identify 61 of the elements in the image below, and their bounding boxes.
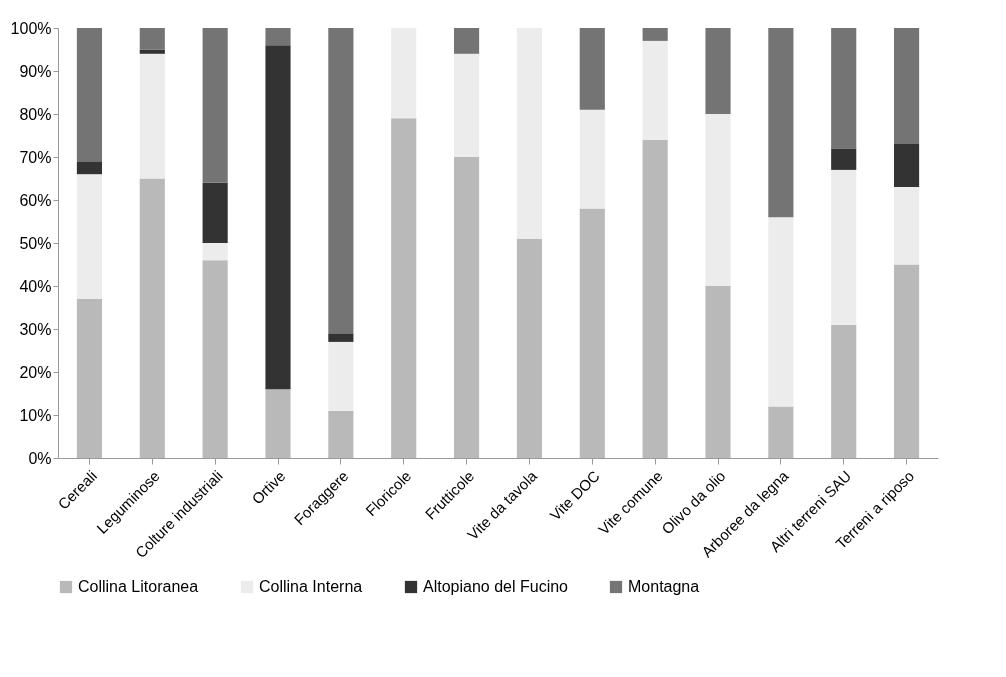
bar [579, 208, 605, 458]
bar [76, 174, 102, 299]
bar [831, 169, 857, 325]
bar [454, 157, 480, 458]
bar [705, 114, 731, 286]
bar [76, 161, 102, 175]
bar [202, 182, 228, 243]
bar [705, 28, 731, 114]
bar [265, 389, 291, 458]
y-tick-label: 100% [10, 19, 52, 37]
bar [831, 324, 857, 458]
bar [768, 217, 794, 407]
bar [894, 264, 920, 458]
bar [202, 243, 228, 261]
bar [894, 28, 920, 145]
bar [516, 238, 542, 458]
bar [391, 118, 417, 458]
bar [642, 28, 668, 41]
y-tick-label: 0% [28, 449, 52, 467]
y-tick-label: 10% [19, 406, 52, 424]
y-tick-label: 70% [19, 148, 52, 166]
legend-label: Montagna [628, 578, 700, 595]
bar [76, 298, 102, 458]
legend-label: Altopiano del Fucino [423, 578, 569, 595]
bar [705, 286, 731, 458]
bar [894, 144, 920, 188]
bar [265, 28, 291, 46]
bar [831, 28, 857, 149]
bar [328, 28, 354, 334]
y-tick-label: 90% [19, 62, 52, 80]
bar [642, 139, 668, 458]
bar [391, 28, 417, 119]
bar [831, 148, 857, 170]
y-tick-label: 60% [19, 191, 52, 209]
bar [328, 410, 354, 458]
bar [768, 28, 794, 218]
bar [328, 341, 354, 411]
bar [454, 53, 480, 157]
bar [139, 178, 165, 458]
bar [202, 28, 228, 183]
bar [579, 109, 605, 209]
y-tick-label: 80% [19, 105, 52, 123]
bar [139, 49, 165, 54]
bar [894, 187, 920, 265]
bar [642, 40, 668, 140]
bar [202, 260, 228, 458]
bar [328, 333, 354, 342]
y-tick-label: 40% [19, 277, 52, 295]
bar [454, 28, 480, 54]
bar [768, 406, 794, 458]
y-tick-label: 20% [19, 363, 52, 381]
legend-label: Collina Interna [259, 578, 363, 595]
bar [139, 28, 165, 50]
legend-label: Collina Litoranea [78, 578, 199, 595]
y-tick-label: 30% [19, 320, 52, 338]
y-tick-label: 50% [19, 234, 52, 252]
bar [516, 28, 542, 239]
bar [139, 53, 165, 179]
bar [265, 45, 291, 390]
bar [579, 28, 605, 110]
bar [76, 28, 102, 162]
